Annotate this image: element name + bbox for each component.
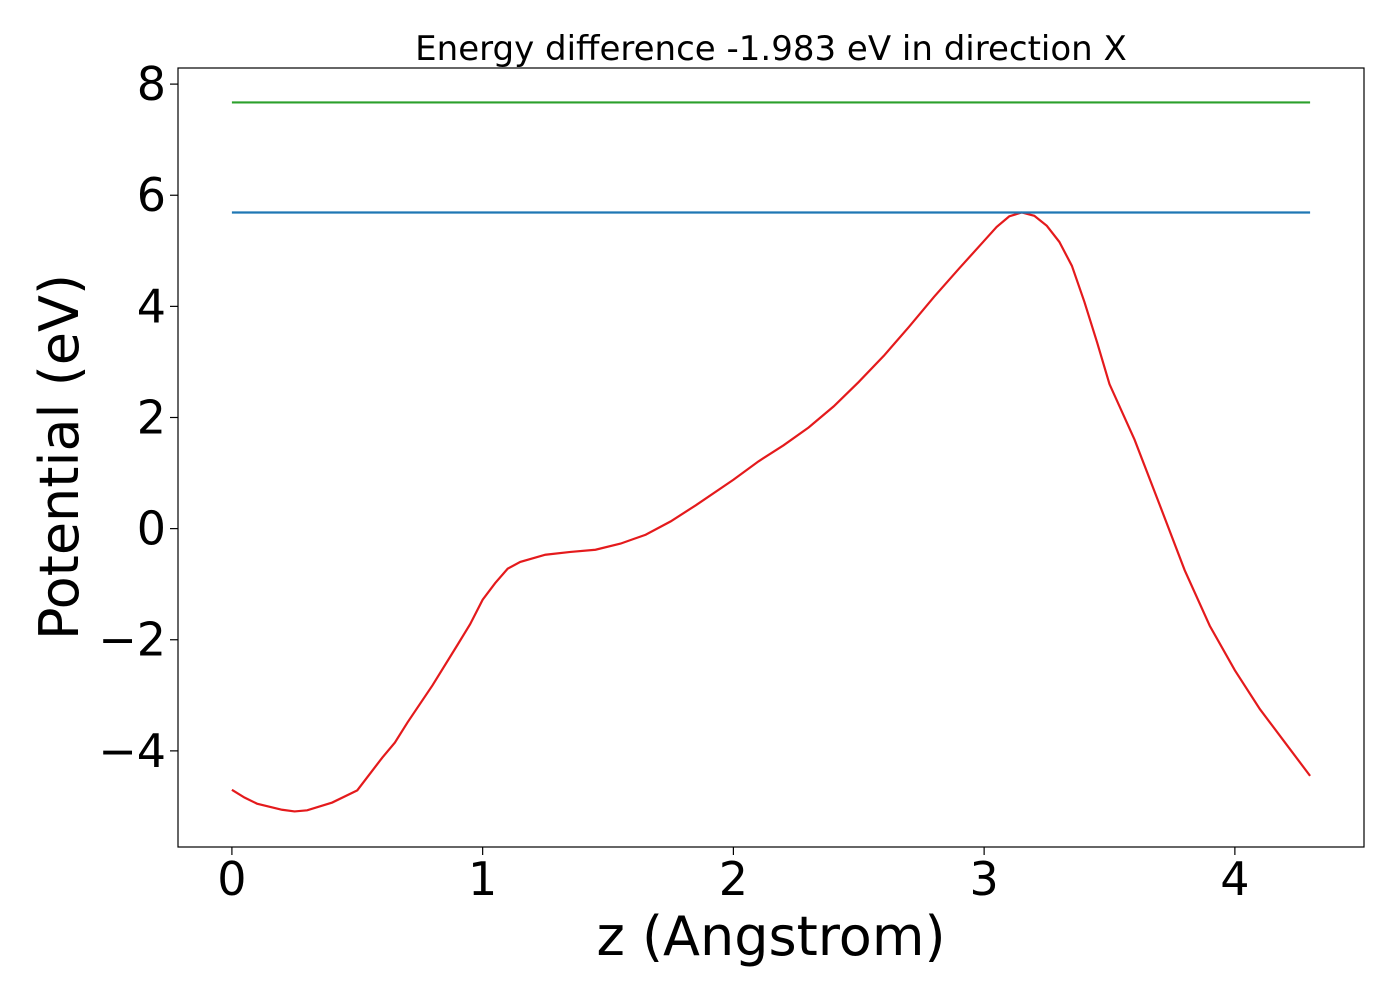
x-axis-label: z (Angstrom) <box>596 905 945 968</box>
x-tick-label: 2 <box>719 852 748 906</box>
y-tick-label: 2 <box>137 390 166 444</box>
y-tick-label: 8 <box>137 57 166 111</box>
y-tick-label: 6 <box>137 168 166 222</box>
x-tick-label: 0 <box>217 852 246 906</box>
chart-title: Energy difference -1.983 eV in direction… <box>415 29 1127 69</box>
y-tick-label: −4 <box>98 724 166 778</box>
y-tick-label: 4 <box>137 279 166 333</box>
x-tick-label: 1 <box>468 852 497 906</box>
axes-frame <box>177 67 1365 848</box>
y-tick-label: 0 <box>137 502 166 556</box>
y-tick-label: −2 <box>98 613 166 667</box>
y-axis-label: Potential (eV) <box>28 274 91 640</box>
x-tick-label: 4 <box>1220 852 1249 906</box>
x-tick-label: 3 <box>969 852 998 906</box>
line-series <box>231 211 1311 813</box>
